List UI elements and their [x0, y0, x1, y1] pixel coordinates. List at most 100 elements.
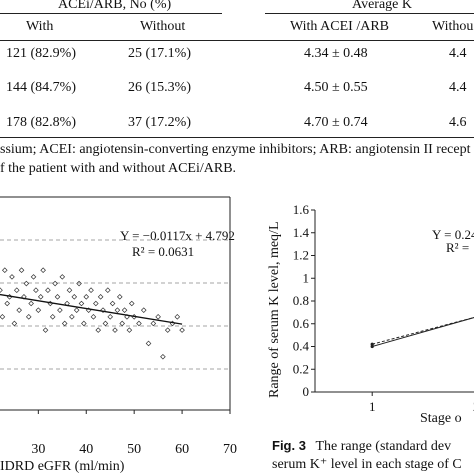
scatter-point: [90, 314, 97, 320]
scatter-point: [40, 267, 46, 274]
scatter-point: [73, 307, 80, 313]
scatter-point: [28, 300, 34, 307]
scatter-point: [71, 294, 78, 300]
table-footnote-2: f the patient with and without ACEi/ARB.: [0, 161, 237, 176]
scatter-trendline: [0, 293, 183, 325]
scatter-point: [126, 327, 133, 333]
scatter-point: [30, 274, 37, 280]
scatter-point: [66, 287, 73, 293]
table-row-3-k-with: 4.70 ± 0.74: [304, 115, 368, 130]
scatter-point: [35, 307, 42, 313]
scatter-point: [49, 314, 56, 320]
range-equation: Y = 0.24: [432, 227, 474, 242]
scatter-point: [69, 314, 75, 320]
fig3-label: Fig. 3: [272, 438, 306, 453]
table-rule-bottom: [0, 137, 474, 138]
scatter-x-ticks: 30 40 50 60 70: [31, 410, 237, 457]
table-row-3-k-without: 4.6: [449, 115, 467, 130]
scatter-point: [145, 340, 152, 347]
scatter-point: [42, 327, 49, 333]
range-point: [370, 342, 374, 346]
scatter-point: [174, 314, 181, 320]
scatter-x-tick-label: 70: [223, 442, 237, 457]
table-footnote-1: ssium; ACEI: angiotensin-converting enzy…: [0, 142, 471, 157]
table-col-k-with: With ACEI /ARB: [290, 19, 389, 34]
table-rule-group-k: [265, 13, 474, 14]
scatter-point: [109, 300, 116, 307]
range-x-tick-label: 1: [369, 399, 376, 414]
range-equation-box: [428, 226, 474, 256]
scatter-point: [0, 314, 6, 320]
scatter-point: [150, 320, 157, 327]
range-y-label: Range of serum K level, meq/L: [267, 221, 282, 398]
range-x-label: Stage o: [420, 411, 462, 426]
scatter-point: [37, 294, 44, 300]
scatter-point: [52, 280, 58, 287]
table-row-1-k-with: 4.34 ± 0.48: [304, 46, 368, 61]
table-col-with: With: [26, 19, 54, 34]
table-row-1-without: 25 (17.1%): [128, 46, 191, 61]
range-y-tick-label: 1.2: [293, 248, 309, 263]
scatter-point: [179, 327, 185, 333]
scatter-point: [21, 294, 27, 300]
table-col-without: Without: [140, 19, 186, 34]
scatter-point: [16, 307, 22, 313]
scatter-point: [78, 300, 85, 307]
scatter-x-tick-label: 60: [175, 442, 189, 457]
range-point: [370, 344, 374, 349]
scatter-point: [160, 353, 166, 360]
table-group-header-acei: ACEi/ARB, No (%): [58, 0, 172, 12]
scatter-x-label: IDRD eGFR (ml/min): [0, 459, 125, 474]
scatter-point: [11, 320, 18, 327]
scatter-points: [0, 267, 185, 360]
scatter-point: [93, 300, 99, 307]
scatter-point: [121, 307, 128, 313]
table-row-2-without: 26 (15.3%): [128, 80, 191, 95]
scatter-point: [107, 314, 114, 320]
scatter-point: [112, 327, 118, 333]
scatter-equation: Y = −0.0117x + 4.792: [120, 228, 235, 243]
table-row-2-with: 144 (84.7%): [6, 80, 76, 95]
scatter-point: [116, 294, 123, 300]
scatter-x-tick-label: 30: [31, 442, 45, 457]
range-y-tick-label: 1.6: [293, 202, 310, 217]
scatter-r-squared: R² = 0.0631: [132, 244, 194, 259]
scatter-point: [114, 307, 121, 313]
scatter-point: [33, 287, 39, 293]
scatter-point: [76, 280, 82, 287]
scatter-point: [97, 294, 104, 300]
range-y-tick-label: 1: [303, 270, 310, 285]
scatter-point: [155, 314, 161, 320]
range-series-line: [372, 317, 474, 347]
scatter-point: [57, 307, 63, 313]
range-y-tick-label: 0.4: [293, 339, 310, 354]
scatter-point: [81, 320, 87, 327]
range-x-ticks: 123: [369, 392, 474, 414]
range-series: [370, 316, 474, 349]
scatter-point: [164, 327, 171, 333]
scatter-point: [9, 274, 15, 280]
range-series-line: [372, 316, 474, 345]
scatter-point: [23, 280, 30, 287]
scatter-chart: Y = −0.0117x + 4.792 R² = 0.0631 30 40 50 6…: [0, 196, 237, 474]
range-x-tick-label: 2: [473, 399, 474, 414]
table-rule-header: [0, 40, 474, 41]
table-rule-group: [0, 13, 222, 14]
scatter-x-tick-label: 50: [127, 442, 141, 457]
scatter-point: [59, 274, 66, 280]
range-r-squared: R² =: [446, 240, 469, 255]
range-chart: 00.20.40.60.811.21.41.6 123 Y = 0.24 R² …: [267, 202, 474, 426]
scatter-point: [83, 294, 90, 300]
range-y-tick-label: 1.4: [293, 225, 310, 240]
fig3-caption-line2: serum K⁺ level in each stage of C: [272, 457, 462, 472]
scatter-point: [25, 314, 32, 320]
scatter-point: [100, 307, 106, 313]
table-group-header-average-k: Average K: [352, 0, 412, 12]
fig3-caption-text1: The range (standard dev: [315, 439, 452, 454]
scatter-point: [45, 287, 51, 293]
scatter-point: [128, 300, 135, 307]
scatter-point: [88, 287, 94, 293]
scatter-point: [136, 320, 142, 327]
range-y-ticks: 0 0.2 0.4 0.6 0.8 1 1.2 1.4 1.6: [293, 202, 315, 399]
